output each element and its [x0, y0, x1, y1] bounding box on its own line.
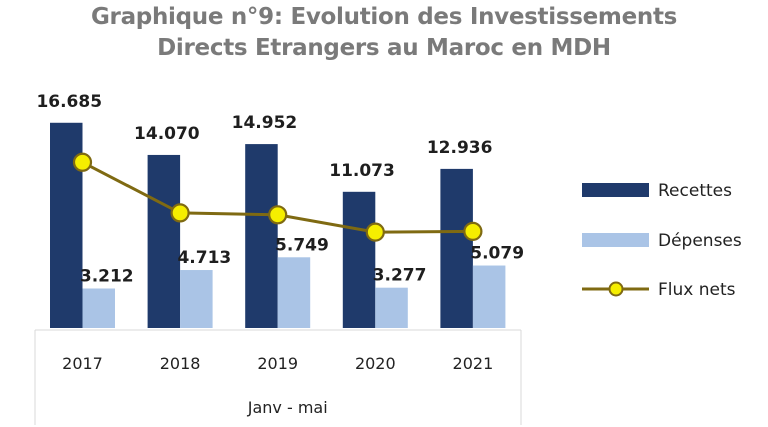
data-label-recettes-2019: 14.952 [232, 113, 298, 133]
legend-label-depenses: Dépenses [658, 231, 742, 251]
data-label-depenses-2020: 3.277 [373, 266, 427, 286]
x-tick-label-2018: 2018 [160, 354, 201, 373]
bar-recettes-2019 [245, 144, 278, 328]
data-label-depenses-2017: 3.212 [80, 266, 134, 286]
data-label-depenses-2018: 4.713 [177, 248, 231, 268]
data-label-depenses-2019: 5.749 [275, 235, 329, 255]
chart-title: Graphique n°9: Evolution des Investissem… [0, 2, 768, 64]
x-tick-labels: 2017 2018 2019 2020 2021 [62, 354, 493, 373]
data-label-recettes-2017: 16.685 [36, 92, 102, 112]
bar-depenses-2021 [472, 265, 506, 328]
chart-title-line-1: Graphique n°9: Evolution des Investissem… [90, 4, 678, 30]
category-axis-table [34, 329, 522, 425]
bar-depenses-2017 [82, 288, 115, 328]
flux-nets-layer [72, 152, 483, 242]
legend-label-flux-nets: Flux nets [658, 280, 736, 300]
bar-recettes-2018 [147, 154, 181, 328]
bar-depenses-2020 [375, 287, 408, 328]
x-tick-label-2017: 2017 [62, 354, 103, 373]
chart-title-line-2: Directs Etrangers au Maroc en MDH [157, 35, 611, 61]
bar-recettes-2021 [440, 168, 473, 328]
legend-swatch-recettes [582, 183, 649, 197]
flux-nets-point-2017 [72, 152, 93, 172]
bar-depenses-2018 [180, 270, 213, 328]
data-label-recettes-2020: 11.073 [329, 161, 395, 181]
flux-nets-point-2019 [268, 205, 288, 225]
data-labels-layer: 16.685 3.212 14.070 4.713 14.952 5.749 11.073 3… [36, 92, 524, 287]
flux-nets-point-2020 [365, 222, 385, 242]
flux-nets-point-2021 [463, 221, 483, 241]
legend: Recettes Dépenses Flux nets [582, 181, 742, 300]
x-tick-label-2020: 2020 [355, 354, 396, 373]
bar-depenses-2019 [277, 257, 311, 328]
legend-swatch-flux-nets-marker [608, 281, 624, 297]
x-axis-group-label: Janv - mai [247, 398, 328, 417]
legend-label-recettes: Recettes [658, 181, 732, 201]
bar-recettes-2017 [50, 122, 83, 328]
data-label-recettes-2018: 14.070 [134, 124, 200, 144]
data-label-recettes-2021: 12.936 [427, 138, 493, 158]
x-tick-label-2021: 2021 [453, 354, 494, 373]
data-label-depenses-2021: 5.079 [470, 244, 524, 264]
bar-recettes-2020 [342, 191, 376, 328]
legend-swatch-depenses [582, 233, 649, 247]
x-tick-label-2019: 2019 [257, 354, 298, 373]
flux-nets-point-2018 [170, 203, 190, 223]
